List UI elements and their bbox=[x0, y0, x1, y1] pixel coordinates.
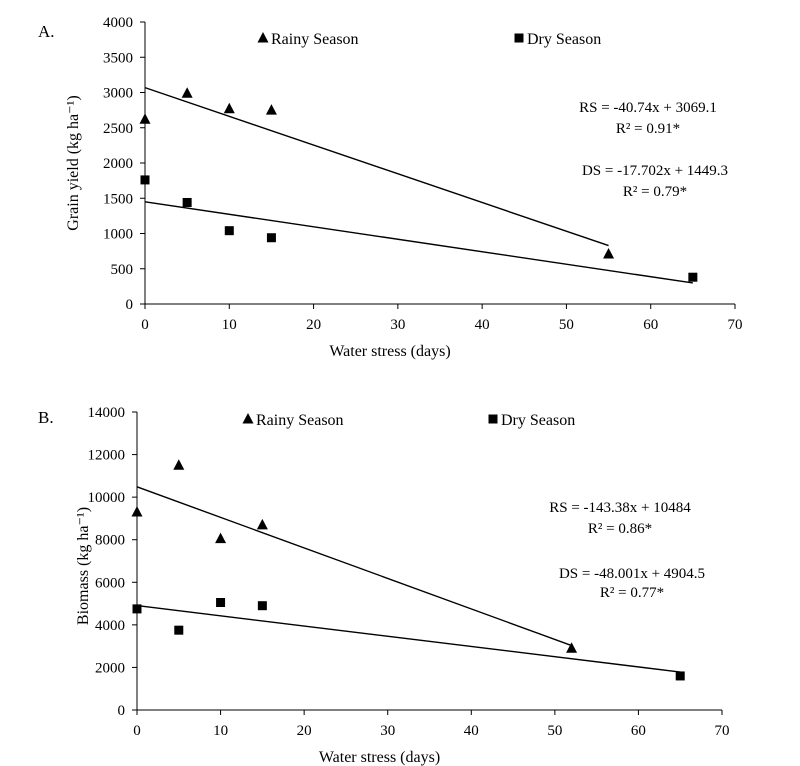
legend-square-icon bbox=[514, 33, 524, 43]
x-tick-label: 40 bbox=[464, 723, 479, 739]
y-tick-label: 500 bbox=[111, 262, 134, 278]
data-point-dry-season bbox=[140, 175, 150, 185]
panel-b-chart: B. 0 2000 4000 6000 8000 10000 12000 14000 0 10 20 3… bbox=[38, 405, 730, 766]
y-tick-label: 3000 bbox=[103, 86, 133, 102]
trendline-rainy bbox=[144, 86, 609, 247]
data-point-dry-season bbox=[257, 601, 267, 611]
x-tick-label: 60 bbox=[643, 317, 658, 333]
x-axis-title: Water stress (days) bbox=[319, 749, 440, 766]
r-squared-label: R² = 0.91* bbox=[616, 121, 680, 137]
x-tick-label: 20 bbox=[306, 317, 321, 333]
y-axis-title: Grain yield (kg ha⁻¹) bbox=[65, 95, 82, 230]
panel-label: A. bbox=[38, 22, 55, 41]
x-tick-label: 50 bbox=[559, 317, 574, 333]
data-point-rainy-season bbox=[256, 518, 268, 530]
y-axis-title: Biomass (kg ha⁻¹) bbox=[75, 507, 92, 625]
x-tick-label: 70 bbox=[728, 317, 743, 333]
data-point-rainy-season bbox=[223, 102, 235, 114]
legend-triangle-icon bbox=[257, 32, 269, 43]
legend-label: Dry Season bbox=[501, 412, 575, 429]
x-tick-label: 30 bbox=[390, 317, 405, 333]
y-tick-label: 8000 bbox=[95, 533, 125, 549]
data-point-dry-season bbox=[132, 604, 142, 614]
regression-equation: DS = -48.001x + 4904.5 bbox=[559, 566, 705, 582]
data-point-dry-season bbox=[182, 197, 192, 207]
x-tick-label: 0 bbox=[133, 723, 141, 739]
panel-a-chart: A. 0 500 1000 1500 2000 2500 3000 3500 4000 0 10 20 3… bbox=[38, 15, 743, 360]
r-squared-label: R² = 0.77* bbox=[600, 585, 664, 601]
trendline-rainy bbox=[136, 486, 572, 647]
y-tick-label: 2000 bbox=[95, 660, 125, 676]
data-point-rainy-season bbox=[265, 104, 277, 115]
y-tick-label: 1500 bbox=[103, 191, 133, 207]
x-tick-label: 0 bbox=[141, 317, 149, 333]
y-tick-label: 0 bbox=[126, 297, 134, 313]
x-tick-label: 20 bbox=[297, 723, 312, 739]
trendline-dry bbox=[136, 604, 681, 673]
data-point-dry-season bbox=[688, 272, 698, 282]
x-tick-label: 10 bbox=[213, 723, 228, 739]
data-point-rainy-season bbox=[181, 87, 193, 98]
y-tick-label: 12000 bbox=[88, 448, 126, 464]
legend-label: Rainy Season bbox=[256, 412, 344, 429]
x-axis-title: Water stress (days) bbox=[329, 343, 450, 360]
data-point-rainy-season bbox=[603, 247, 615, 259]
x-tick-label: 60 bbox=[631, 723, 646, 739]
y-tick-label: 2500 bbox=[103, 121, 133, 137]
data-point-rainy-season bbox=[215, 532, 227, 544]
panel-label: B. bbox=[38, 408, 54, 427]
data-point-rainy-season bbox=[173, 459, 185, 470]
data-point-rainy-season bbox=[131, 506, 143, 517]
y-tick-label: 10000 bbox=[88, 490, 126, 506]
data-point-rainy-season bbox=[566, 642, 578, 653]
data-point-dry-season bbox=[266, 233, 276, 243]
r-squared-label: R² = 0.79* bbox=[623, 184, 687, 200]
x-tick-label: 70 bbox=[715, 723, 730, 739]
r-squared-label: R² = 0.86* bbox=[588, 521, 652, 537]
y-tick-label: 6000 bbox=[95, 575, 125, 591]
legend-square-icon bbox=[488, 414, 498, 424]
y-tick-label: 14000 bbox=[88, 405, 126, 421]
trendline-dry bbox=[144, 201, 693, 284]
regression-equation: RS = -40.74x + 3069.1 bbox=[579, 100, 717, 116]
data-point-rainy-season bbox=[139, 113, 151, 124]
y-tick-label: 0 bbox=[118, 703, 126, 719]
y-tick-label: 4000 bbox=[95, 618, 125, 634]
y-tick-label: 2000 bbox=[103, 156, 133, 172]
legend-label: Dry Season bbox=[527, 31, 601, 48]
data-point-dry-season bbox=[224, 226, 234, 236]
x-tick-label: 10 bbox=[222, 317, 237, 333]
regression-equation: RS = -143.38x + 10484 bbox=[549, 500, 691, 516]
x-tick-label: 40 bbox=[475, 317, 490, 333]
x-tick-label: 50 bbox=[547, 723, 562, 739]
legend-triangle-icon bbox=[242, 413, 254, 424]
y-tick-label: 3500 bbox=[103, 50, 133, 66]
x-tick-label: 30 bbox=[380, 723, 395, 739]
data-point-dry-season bbox=[675, 671, 685, 681]
data-point-dry-season bbox=[216, 598, 226, 608]
y-tick-label: 4000 bbox=[103, 15, 133, 31]
regression-equation: DS = -17.702x + 1449.3 bbox=[582, 163, 728, 179]
y-tick-label: 1000 bbox=[103, 227, 133, 243]
data-point-dry-season bbox=[174, 625, 184, 635]
legend-label: Rainy Season bbox=[271, 31, 359, 48]
